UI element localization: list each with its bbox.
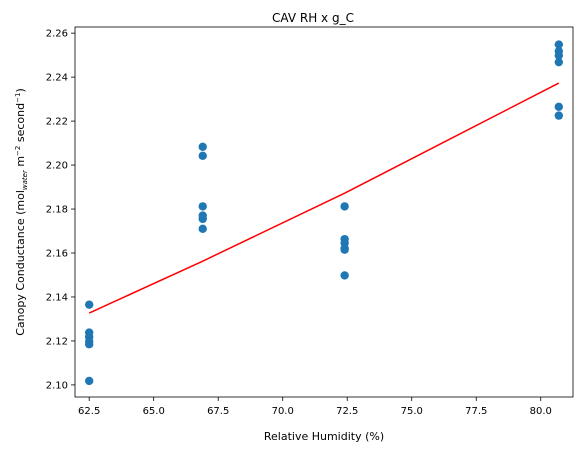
data-point bbox=[198, 151, 207, 161]
plot-area bbox=[74, 26, 574, 398]
x-tick-label: 80.0 bbox=[530, 406, 552, 417]
data-point bbox=[554, 40, 564, 49]
data-point bbox=[198, 224, 207, 234]
data-point bbox=[340, 271, 349, 280]
x-axis-label: Relative Humidity (%) bbox=[264, 430, 384, 443]
data-marks bbox=[84, 40, 564, 386]
y-label-superscript-1: −2 bbox=[14, 146, 22, 156]
chart-title: CAV RH x g_C bbox=[272, 11, 354, 25]
y-tick-label: 2.24 bbox=[46, 73, 68, 84]
y-tick-label: 2.18 bbox=[46, 205, 68, 216]
y-axis: 2.10 2.12 2.14 2.16 2.18 2.20 2.22 2.24 2.26 bbox=[46, 29, 75, 391]
y-label-end: ) bbox=[14, 88, 27, 92]
y-tick-label: 2.20 bbox=[46, 161, 68, 172]
data-point bbox=[554, 102, 564, 112]
x-tick-label: 65.0 bbox=[143, 406, 165, 417]
data-point bbox=[84, 340, 94, 349]
y-tick-label: 2.12 bbox=[46, 336, 68, 347]
data-point bbox=[554, 57, 564, 67]
y-axis-label: Canopy Conductance (molwater m−2 second−… bbox=[14, 88, 29, 336]
data-point bbox=[84, 300, 94, 309]
x-tick-label: 75.0 bbox=[401, 406, 423, 417]
data-point bbox=[198, 214, 207, 224]
data-point bbox=[554, 111, 564, 120]
y-label-mid2: second bbox=[14, 103, 27, 146]
trend-line bbox=[88, 82, 560, 314]
y-label-mid: m bbox=[14, 156, 27, 170]
x-tick-label: 70.0 bbox=[272, 406, 294, 417]
data-point bbox=[198, 142, 207, 152]
y-tick-label: 2.14 bbox=[46, 292, 68, 303]
data-point bbox=[84, 376, 94, 386]
y-label-subscript: water bbox=[21, 169, 29, 190]
data-point bbox=[198, 202, 207, 211]
y-tick-label: 2.22 bbox=[46, 117, 68, 128]
x-tick-label: 62.5 bbox=[78, 406, 100, 417]
y-tick-label: 2.26 bbox=[46, 29, 68, 40]
y-label-superscript-2: −1 bbox=[14, 93, 22, 103]
x-tick-label: 67.5 bbox=[207, 406, 229, 417]
data-point bbox=[554, 51, 564, 60]
x-tick-label: 72.5 bbox=[336, 406, 358, 417]
y-tick-label: 2.16 bbox=[46, 249, 68, 260]
data-point bbox=[340, 202, 349, 211]
x-axis: 62.5 65.0 67.5 70.0 72.5 75.0 77.5 80.0 bbox=[78, 397, 552, 417]
x-tick-label: 77.5 bbox=[465, 406, 487, 417]
y-label-base: Canopy Conductance (mol bbox=[14, 190, 27, 336]
y-tick-label: 2.10 bbox=[46, 380, 68, 391]
data-point bbox=[340, 245, 349, 254]
